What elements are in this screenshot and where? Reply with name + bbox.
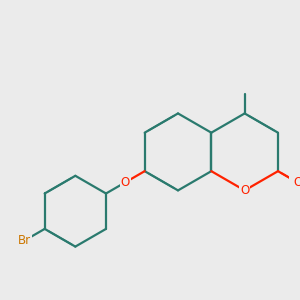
Text: O: O (240, 184, 249, 197)
Text: O: O (293, 176, 300, 189)
Text: Br: Br (18, 234, 31, 247)
Text: O: O (121, 176, 130, 189)
